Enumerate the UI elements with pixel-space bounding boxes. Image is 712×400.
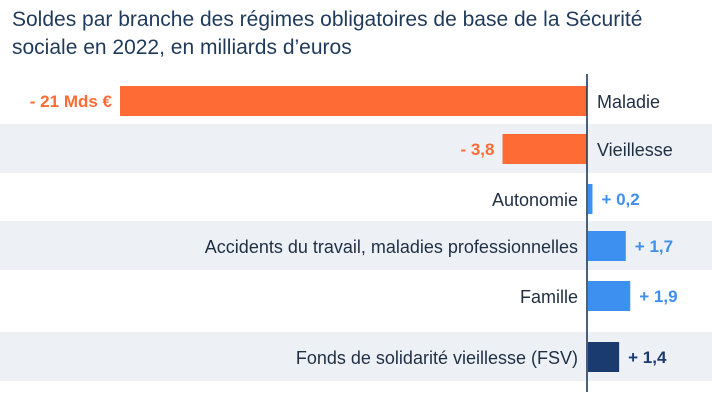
bar bbox=[588, 281, 631, 311]
category-label: Vieillesse bbox=[597, 140, 673, 160]
value-label: + 1,4 bbox=[628, 348, 667, 367]
category-label: Fonds de solidarité vieillesse (FSV) bbox=[296, 348, 578, 368]
category-label: Famille bbox=[520, 287, 578, 307]
bar bbox=[588, 184, 593, 214]
value-label: + 0,2 bbox=[601, 190, 639, 209]
bar bbox=[588, 231, 626, 261]
value-label: + 1,7 bbox=[635, 237, 673, 256]
value-label: - 21 Mds € bbox=[30, 92, 113, 111]
chart-title: Soldes par branche des régimes obligatoi… bbox=[12, 8, 643, 59]
bar bbox=[502, 134, 587, 164]
category-label: Maladie bbox=[597, 92, 660, 112]
category-label: Autonomie bbox=[492, 190, 578, 210]
category-label: Accidents du travail, maladies professio… bbox=[205, 237, 578, 257]
row-band bbox=[0, 124, 712, 173]
bar bbox=[588, 342, 620, 372]
value-label: + 1,9 bbox=[639, 287, 677, 306]
value-label: - 3,8 bbox=[460, 140, 494, 159]
bar bbox=[120, 86, 587, 116]
